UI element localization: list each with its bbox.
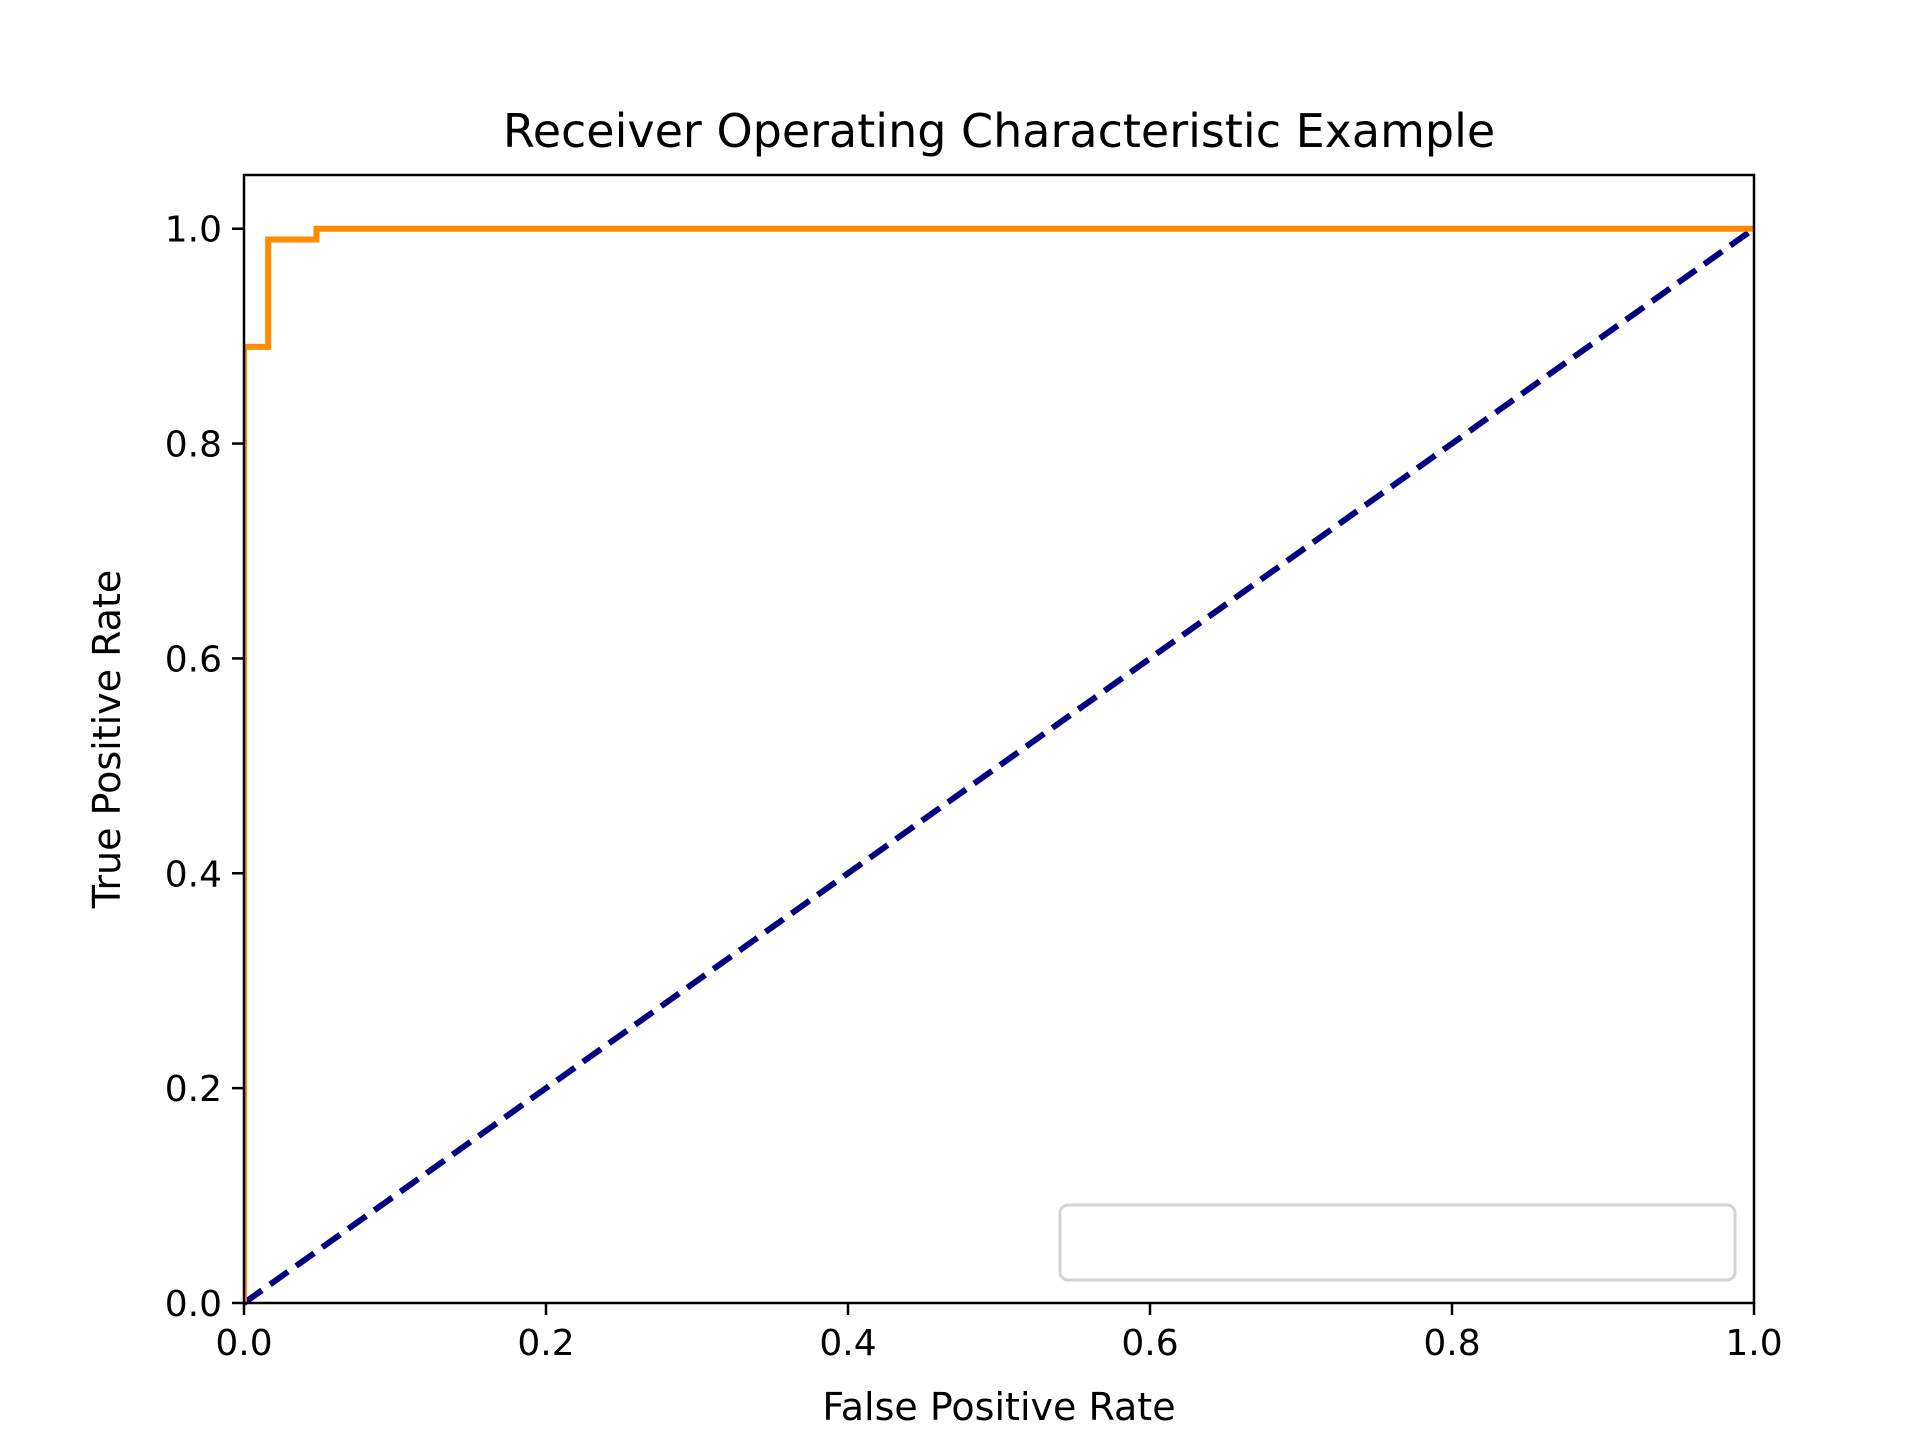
y-tick-label: 0.6 — [165, 639, 222, 680]
x-tick-label: 0.4 — [819, 1323, 876, 1364]
plot-area — [244, 175, 1754, 1303]
y-tick-label: 1.0 — [165, 210, 222, 251]
y-axis-ticks: 0.0 0.2 0.4 0.6 0.8 1.0 — [165, 210, 244, 1325]
x-tick-label: 0.0 — [215, 1323, 272, 1364]
y-tick-label: 0.0 — [165, 1284, 222, 1325]
y-tick-label: 0.8 — [165, 425, 222, 466]
x-tick-label: 0.8 — [1423, 1323, 1480, 1364]
x-axis-label: False Positive Rate — [822, 1385, 1175, 1429]
x-tick-label: 1.0 — [1725, 1323, 1782, 1364]
x-axis-ticks: 0.0 0.2 0.4 0.6 0.8 1.0 — [215, 1303, 1783, 1364]
y-axis-label: True Positive Rate — [85, 570, 129, 910]
roc-curve-line — [244, 225, 1754, 1303]
chance-line-line — [244, 226, 1756, 1306]
legend-box — [1058, 1203, 1737, 1282]
x-tick-label: 0.6 — [1121, 1323, 1178, 1364]
x-tick-label: 0.2 — [517, 1323, 574, 1364]
chart-title: Receiver Operating Characteristic Exampl… — [503, 104, 1495, 158]
y-tick-label: 0.4 — [165, 854, 222, 895]
y-tick-label: 0.2 — [165, 1069, 222, 1110]
series-layer — [244, 225, 1756, 1306]
plot-frame — [242, 173, 1756, 1305]
